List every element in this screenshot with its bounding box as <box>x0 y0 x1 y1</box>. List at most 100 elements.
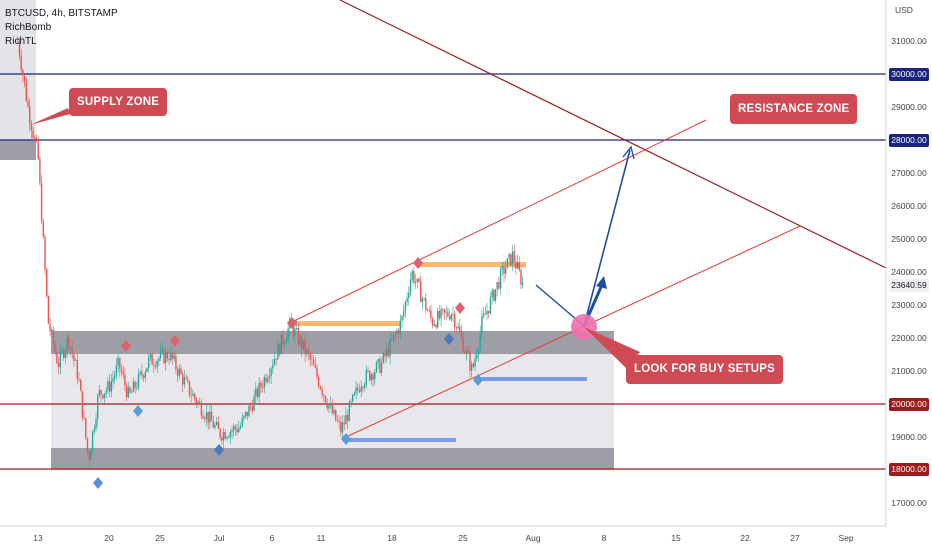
x-tick-label: 8 <box>602 533 607 543</box>
tag-18000: 18000.00 <box>889 463 929 476</box>
candle-down <box>326 402 328 409</box>
candle-up <box>233 426 235 431</box>
candle-up <box>90 450 92 460</box>
candle-down <box>265 377 267 382</box>
candle-down <box>119 357 121 369</box>
candle-down <box>175 355 177 370</box>
projection-target-arrowhead <box>622 145 635 160</box>
blue-marker-2 <box>478 377 587 381</box>
candle-up <box>280 334 282 355</box>
candle-up <box>255 388 257 397</box>
candle-up <box>394 333 396 335</box>
candle-down <box>447 311 449 317</box>
candle-down <box>83 417 85 419</box>
candle-down <box>331 404 333 414</box>
candle-down <box>343 422 345 425</box>
candle-down <box>56 352 58 364</box>
symbol-label[interactable]: BTCUSD, 4h, BITSTAMP <box>5 8 118 19</box>
candle-down <box>23 75 26 83</box>
price-axis[interactable]: 17000.00 19000.00 21000.00 22000.00 23000.00… <box>891 36 927 508</box>
blue-diamond <box>93 477 103 489</box>
candle-down <box>35 137 38 142</box>
candle-up <box>404 301 407 312</box>
y-tick-label: 27000.00 <box>891 168 927 178</box>
candle-down <box>357 387 359 390</box>
candle-down <box>319 386 322 390</box>
candle-up <box>396 330 398 334</box>
y-tick-label: 22000.00 <box>891 333 927 343</box>
time-axis[interactable]: 13 20 25 Jul 6 11 18 25 Aug 8 15 22 27 Sep <box>33 533 854 543</box>
x-tick-label: 18 <box>387 533 397 543</box>
candle-up <box>433 324 435 326</box>
candle-up <box>243 415 245 419</box>
candle-up <box>241 418 243 427</box>
red-diamond <box>121 340 131 352</box>
candle-down <box>234 426 237 430</box>
candle-up <box>457 326 459 329</box>
candle-up <box>74 360 77 361</box>
candle-down <box>397 330 400 334</box>
candle-down <box>498 281 500 289</box>
candle-down <box>309 353 311 360</box>
candle-down <box>100 389 102 395</box>
candle-up <box>277 343 279 360</box>
candle-down <box>435 324 437 328</box>
candle-down <box>52 329 55 345</box>
indicator-richtl[interactable]: RichTL <box>5 36 37 47</box>
descending-trendline <box>339 0 887 269</box>
candle-up <box>511 251 514 266</box>
candle-up <box>114 375 116 379</box>
indicator-richbomb[interactable]: RichBomb <box>5 22 52 33</box>
candle-up <box>159 350 162 359</box>
candle-up <box>380 362 383 373</box>
candle-up <box>406 297 408 302</box>
candle-down <box>520 270 522 285</box>
blue-diamond <box>133 405 143 417</box>
candle-down <box>217 421 220 429</box>
candle-down <box>251 406 254 411</box>
candle-up <box>501 265 503 269</box>
candle-up <box>401 316 403 321</box>
candle-down <box>513 251 515 263</box>
candle-down <box>442 308 444 310</box>
candle-up <box>137 373 140 388</box>
candle-down <box>30 123 33 131</box>
candle-up <box>253 396 255 411</box>
candle-up <box>136 387 138 389</box>
candle-up <box>91 431 94 451</box>
candle-down <box>318 377 320 387</box>
candle-up <box>69 347 72 349</box>
candle-up <box>494 289 497 301</box>
candle-down <box>384 353 386 357</box>
candle-up <box>486 310 488 315</box>
candle-up <box>363 384 366 388</box>
candle-down <box>142 375 145 378</box>
candle-up <box>105 390 107 394</box>
candle-up <box>348 402 350 421</box>
y-tick-label: 31000.00 <box>891 36 927 46</box>
candle-up <box>216 421 218 425</box>
candle-down <box>358 389 361 392</box>
candle-up <box>355 387 357 393</box>
candle-down <box>314 365 316 368</box>
candle-up <box>284 342 286 345</box>
candle-up <box>377 359 379 363</box>
candle-up <box>158 358 160 362</box>
y-tick-label: 17000.00 <box>891 498 927 508</box>
candle-up <box>112 378 114 382</box>
candle-down <box>153 364 155 366</box>
candle-down <box>29 106 31 124</box>
candle-up <box>205 412 208 420</box>
candle-down <box>304 340 306 355</box>
candle-up <box>229 431 231 438</box>
red-diamond <box>413 257 423 269</box>
currency-label: USD <box>895 5 913 15</box>
candle-down <box>224 431 226 439</box>
candle-down <box>425 298 427 311</box>
candle-up <box>239 426 242 429</box>
y-tick-label: 29000.00 <box>891 102 927 112</box>
candle-down <box>40 183 43 223</box>
channel-upper-line <box>289 119 707 324</box>
